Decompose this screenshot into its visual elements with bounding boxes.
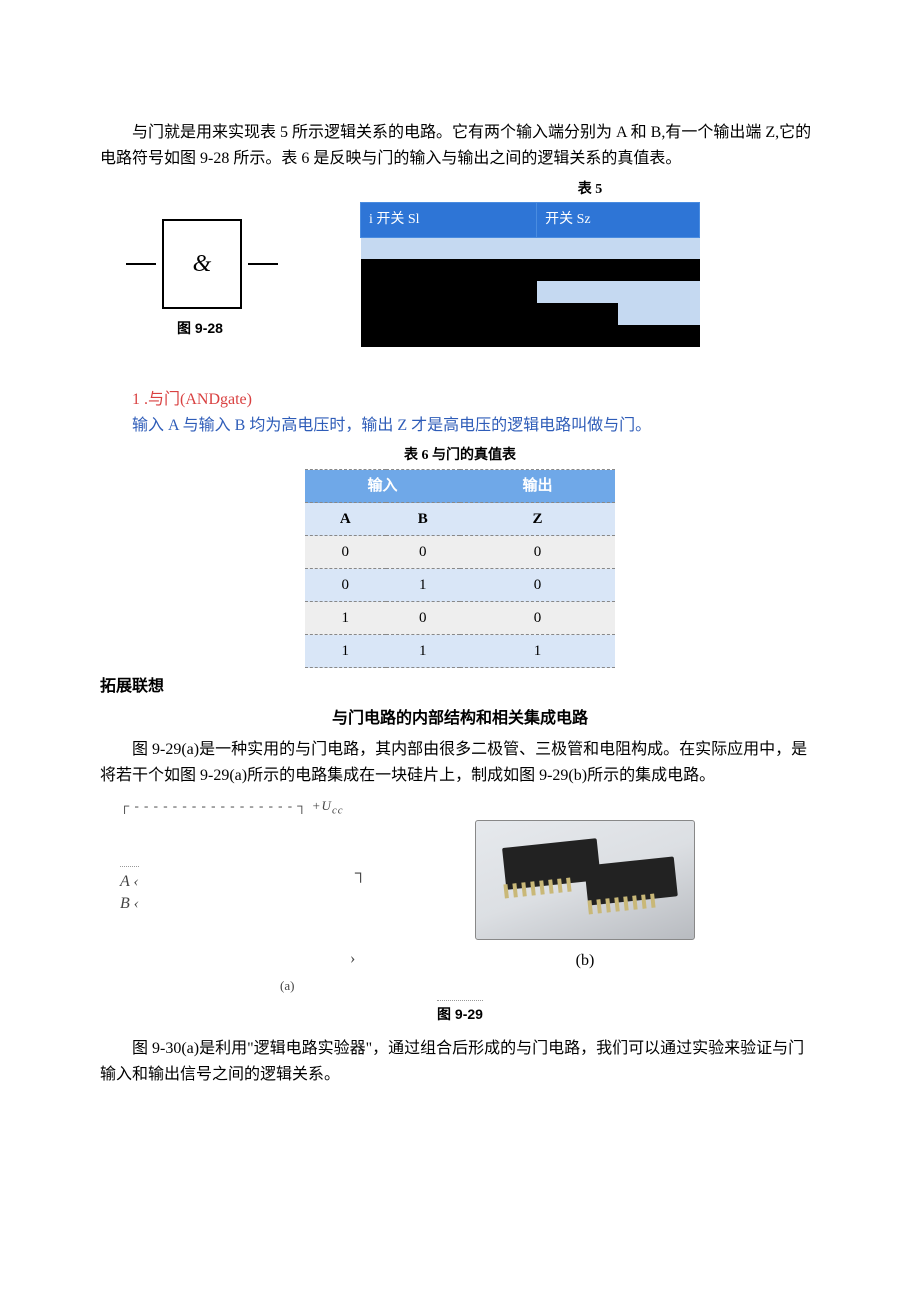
circuit-label-b: B ‹: [120, 891, 139, 917]
section-heading-row: 1 .与门(ANDgate): [100, 387, 820, 413]
cell-a1: 0: [305, 569, 386, 602]
cell-b2: 0: [386, 602, 460, 635]
table5-row-mixed-2: [361, 303, 700, 325]
para-9-30-text: 图 9-30(a)是利用"逻辑电路实验器"，通过组合后形成的与门电路，我们可以通…: [100, 1040, 804, 1083]
gate-output-line: [248, 263, 278, 265]
cell-a3: 1: [305, 635, 386, 668]
table5-header-left: i 开关 Sl: [361, 202, 537, 237]
table5-header-right-text: 开关 Sz: [545, 212, 591, 227]
table6-row-3: 1 1 1: [305, 635, 615, 668]
table5-block: 表 5 i 开关 Sl 开关 Sz: [360, 179, 820, 347]
gate-amp-symbol: &: [193, 245, 212, 283]
table6-col-z: Z: [460, 503, 615, 536]
table5-row-black-2: [361, 325, 700, 347]
table6-row-2: 1 0 0: [305, 602, 615, 635]
cell-a2: 1: [305, 602, 386, 635]
circuit-topline-text: ┌ - - - - - - - - - - - - - - - - - ┐ +U: [120, 798, 332, 813]
cell-b0: 0: [386, 536, 460, 569]
para-9-30: 图 9-30(a)是利用"逻辑电路实验器"，通过组合后形成的与门电路，我们可以通…: [100, 1036, 820, 1087]
intro-paragraph: 与门就是用来实现表 5 所示逻辑关系的电路。它有两个输入端分别为 A 和 B,有…: [100, 120, 820, 171]
figure-9-28-row: & 图 9-28 表 5 i 开关 Sl 开关 Sz: [100, 179, 820, 347]
table5-header-left-text: i 开关 Sl: [369, 212, 420, 227]
table5-title: 表 5: [360, 179, 820, 201]
definition-text: 输入 A 与输入 B 均为高电压时，输出 Z 才是高电压的逻辑电路叫做与门。: [132, 417, 651, 434]
table5-row-mixed-1: [361, 281, 700, 303]
expand-heading: 拓展联想: [100, 674, 820, 700]
table5-header-right: 开关 Sz: [537, 202, 700, 237]
definition-row: 输入 A 与输入 B 均为高电压时，输出 Z 才是高电压的逻辑电路叫做与门。: [100, 413, 820, 439]
chip-image: [475, 820, 695, 940]
circuit-topline: ┌ - - - - - - - - - - - - - - - - - ┐ +U…: [120, 796, 344, 820]
circuit-sub-a: (a): [280, 976, 294, 997]
gate-symbol: &: [122, 219, 278, 309]
table6-header-output: 输出: [460, 470, 615, 503]
circuit-d-mark: ›: [350, 946, 355, 972]
section-number: 1 .与门(ANDgate): [132, 391, 252, 408]
gate-box: &: [162, 219, 242, 309]
fig-9-29-caption-row: 图 9-29: [100, 996, 820, 1028]
fig-9-28-caption: 图 9-28: [177, 317, 223, 339]
cell-z2: 0: [460, 602, 615, 635]
figure-9-29-row: ┌ - - - - - - - - - - - - - - - - - ┐ +U…: [100, 796, 820, 996]
cell-z1: 0: [460, 569, 615, 602]
cell-z3: 1: [460, 635, 615, 668]
gate-input-line: [126, 263, 156, 265]
circuit-topline-sub: cc: [332, 805, 344, 817]
gate-symbol-block: & 图 9-28: [100, 219, 300, 339]
table6-truth-table: 输入 输出 A B Z 0 0 0 0 1 0 1 0 0 1 1 1: [305, 469, 615, 668]
table6-header-input: 输入: [305, 470, 460, 503]
table6-col-b: B: [386, 503, 460, 536]
fig-29-b-caption: (b): [576, 948, 595, 974]
table6-row-1: 0 1 0: [305, 569, 615, 602]
cell-b3: 1: [386, 635, 460, 668]
cell-z0: 0: [460, 536, 615, 569]
table5-row-black-1: [361, 259, 700, 281]
expand-para-1: 图 9-29(a)是一种实用的与门电路，其内部由很多二极管、三极管和电阻构成。在…: [100, 737, 820, 788]
table6-title: 表 6 与门的真值表: [100, 445, 820, 467]
circuit-r-mark: ┐: [355, 861, 366, 887]
table6-col-a: A: [305, 503, 386, 536]
chip-photo-block: (b): [460, 820, 710, 974]
table6-row-0: 0 0 0: [305, 536, 615, 569]
expand-para-1-text: 图 9-29(a)是一种实用的与门电路，其内部由很多二极管、三极管和电阻构成。在…: [100, 741, 807, 784]
fig-9-29-caption: 图 9-29: [437, 1000, 483, 1025]
circuit-diagram-a: ┌ - - - - - - - - - - - - - - - - - ┐ +U…: [100, 796, 420, 996]
table5: i 开关 Sl 开关 Sz: [360, 202, 700, 348]
expand-subtitle: 与门电路的内部结构和相关集成电路: [100, 706, 820, 732]
table5-row-light-1: [361, 237, 700, 259]
cell-a0: 0: [305, 536, 386, 569]
intro-text: 与门就是用来实现表 5 所示逻辑关系的电路。它有两个输入端分别为 A 和 B,有…: [100, 124, 811, 167]
cell-b1: 1: [386, 569, 460, 602]
